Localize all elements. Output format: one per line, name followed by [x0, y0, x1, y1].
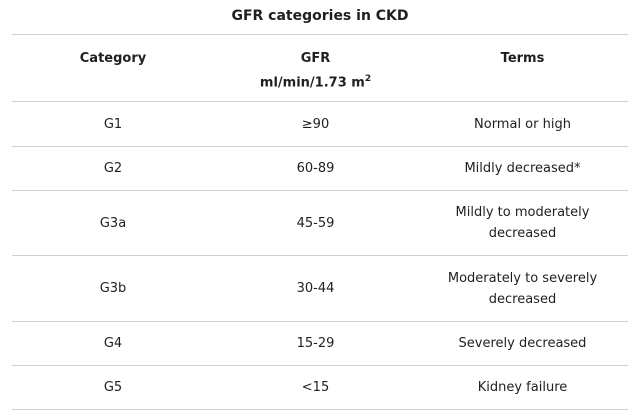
category-cell: G3a [12, 190, 214, 256]
table-row: G4 15-29 Severely decreased [12, 321, 628, 366]
table-row: G2 60-89 Mildly decreased* [12, 146, 628, 191]
header-gfr-superscript: 2 [364, 74, 372, 84]
terms-cell: Normal or high [417, 101, 628, 147]
terms-text: Kidney failure [477, 380, 568, 395]
category-cell: G1 [12, 101, 214, 147]
gfr-categories-table: Category GFR ml/min/1.73 m2 Terms G1 ≥90… [12, 34, 628, 410]
category-cell: G2 [12, 146, 214, 191]
gfr-cell: ≥90 [214, 101, 417, 147]
terms-text: Normal or high [474, 116, 571, 132]
gfr-cell: 45-59 [214, 190, 417, 256]
category-cell: G4 [12, 321, 214, 366]
terms-cell: Moderately to severely decreased [417, 255, 628, 322]
table-row: G3a 45-59 Mildly to moderately decreased [12, 190, 628, 256]
category-cell: G5 [12, 365, 214, 410]
header-row: Category GFR ml/min/1.73 m2 Terms [12, 34, 628, 102]
gfr-cell: <15 [214, 365, 417, 410]
gfr-cell: 60-89 [214, 146, 417, 191]
header-terms: Terms [417, 34, 628, 102]
category-cell: G3b [12, 255, 214, 322]
header-gfr-unit: ml/min/1.73 m [259, 75, 365, 91]
table-row: G1 ≥90 Normal or high [12, 101, 628, 147]
terms-cell: Severely decreased [417, 321, 628, 366]
terms-cell: Mildly decreased* [417, 146, 628, 191]
table-row: G5 <15 Kidney failure [12, 365, 628, 410]
header-gfr: GFR ml/min/1.73 m2 [214, 34, 417, 102]
terms-text: Severely decreased [458, 336, 587, 351]
header-gfr-line1: GFR [300, 51, 331, 66]
terms-text: Mildly to moderately decreased [455, 205, 590, 241]
terms-text: Mildly decreased* [464, 161, 581, 176]
terms-cell: Mildly to moderately decreased [417, 190, 628, 256]
gfr-cell: 30-44 [214, 255, 417, 322]
header-category: Category [12, 34, 214, 102]
table-row: G3b 30-44 Moderately to severely decreas… [12, 255, 628, 322]
terms-cell: Kidney failure [417, 365, 628, 410]
gfr-cell: 15-29 [214, 321, 417, 366]
terms-text: Moderately to severely decreased [447, 270, 598, 307]
table-title: GFR categories in CKD [231, 8, 409, 24]
